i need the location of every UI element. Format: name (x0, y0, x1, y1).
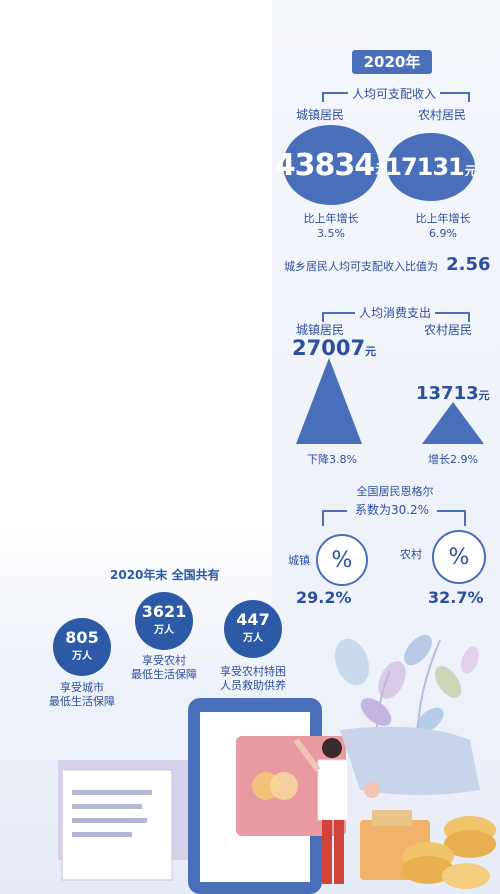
rural-consumption-value: 13713 (416, 383, 479, 404)
engel-urban-value: 29.2% (296, 588, 352, 607)
security-item-2-line1: 享受农村 (142, 654, 186, 667)
engel-title-line2: 系数为30.2% (347, 503, 437, 518)
income-title: 人均可支配收入 (348, 85, 441, 102)
urban-consumption-triangle (296, 358, 362, 444)
urban-growth-label: 比上年增长 (303, 212, 359, 225)
urban-consumption: 27007元 (292, 336, 376, 360)
engel-rural-value: 32.7% (428, 588, 484, 607)
urban-income-value: 43834 (274, 147, 375, 183)
illustration (58, 634, 496, 894)
rural-income-label: 农村居民 (418, 108, 467, 122)
rural-income-unit: 元 (464, 163, 477, 178)
rural-income-circle: 17131 元 (385, 133, 477, 201)
security-item-1-line1: 享受城市 (60, 681, 104, 694)
security-item-3-unit: 万人 (243, 633, 263, 644)
year-badge: 2020年 (352, 50, 432, 74)
person-illustration (293, 738, 349, 884)
rural-growth-value: 6.9% (429, 227, 457, 240)
security-item-3-line2: 人员救助供养 (220, 679, 286, 692)
rural-consumption: 13713元 (416, 383, 490, 404)
urban-consumption-change: 下降3.8% (307, 453, 357, 466)
rural-income-value: 17131 (385, 153, 464, 181)
urban-income-unit: 元 (375, 161, 388, 176)
income-ratio-value: 2.56 (446, 254, 491, 275)
percent-symbol-urban: % (331, 547, 353, 573)
leaves-illustration (334, 634, 479, 771)
security-item-3-value: 447 (236, 610, 270, 629)
security-item-2-unit: 万人 (154, 625, 174, 636)
rural-consumption-unit: 元 (478, 389, 490, 402)
security-item-1-unit: 万人 (72, 651, 92, 662)
receipt-illustration (58, 760, 188, 881)
security-item-1-circle: 805 万人 (53, 618, 111, 676)
urban-consumption-value: 27007 (292, 336, 366, 360)
urban-consumption-label: 城镇居民 (296, 323, 345, 337)
security-item-2-circle: 3621 万人 (135, 592, 193, 650)
engel-urban-percent-icon: % (316, 534, 368, 586)
engel-urban-label: 城镇 (288, 554, 310, 567)
urban-consumption-unit: 元 (365, 345, 377, 358)
consumption-title: 人均消费支出 (355, 304, 436, 321)
rural-consumption-change: 增长2.9% (428, 453, 478, 466)
security-item-2-line2: 最低生活保障 (131, 668, 197, 681)
urban-income-label: 城镇居民 (296, 108, 345, 122)
rural-consumption-label: 农村居民 (424, 323, 473, 337)
security-item-1-line2: 最低生活保障 (49, 695, 115, 708)
security-item-2-value: 3621 (141, 602, 187, 621)
hand-illustration (340, 726, 480, 798)
urban-growth-value: 3.5% (317, 227, 345, 240)
security-item-3-line1: 享受农村特困 (220, 665, 286, 678)
rural-growth-label: 比上年增长 (415, 212, 471, 225)
coins-illustration (402, 816, 496, 889)
engel-title-line1: 全国居民恩格尔 (356, 485, 434, 498)
security-item-1-value: 805 (65, 628, 99, 647)
percent-symbol-rural: % (448, 544, 470, 570)
urban-income-circle: 43834 元 (275, 125, 387, 205)
rural-consumption-triangle (422, 402, 484, 444)
engel-rural-label: 农村 (400, 548, 422, 561)
security-item-3-circle: 447 万人 (224, 600, 282, 658)
engel-rural-percent-icon: % (432, 530, 486, 584)
security-title: 2020年末 全国共有 (110, 568, 220, 582)
income-ratio-text: 城乡居民人均可支配收入比值为 (284, 260, 438, 273)
income-ratio: 城乡居民人均可支配收入比值为 2.56 (284, 254, 491, 275)
